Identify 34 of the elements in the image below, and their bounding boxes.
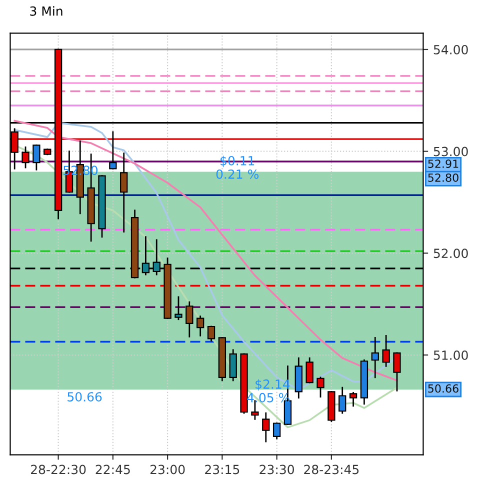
annotation: 0.21 % — [216, 169, 259, 179]
chart-title: 3 Min — [30, 6, 62, 16]
candlestick — [338, 386, 346, 414]
candlestick — [393, 352, 401, 392]
text: 52.91 — [428, 160, 458, 168]
y-tick-label: 53.00 — [434, 146, 468, 156]
candlestick — [109, 131, 117, 170]
candlestick — [306, 357, 314, 384]
x-tick-label: 28-23:45 — [304, 464, 359, 474]
x-tick-label: 28-22:30 — [30, 464, 86, 474]
annotation: 50.66 — [68, 392, 102, 402]
y-tick-label: 54.00 — [434, 44, 468, 54]
x-tick-label: 22:45 — [96, 464, 130, 474]
x-tick-label: 23:15 — [205, 464, 240, 474]
candlestick — [186, 301, 194, 338]
candlestick — [174, 296, 182, 320]
text: 50.66 — [428, 384, 458, 393]
candlestick — [316, 376, 324, 398]
candlestick — [262, 412, 270, 442]
y-tick-label: 51.00 — [434, 350, 468, 360]
x-tick-label: 23:00 — [150, 464, 185, 474]
candlestick — [272, 422, 281, 440]
y-tick-label: 52.00 — [434, 248, 468, 258]
candlestick — [382, 334, 390, 367]
candlestick — [229, 349, 237, 382]
text: 52.80 — [428, 173, 458, 182]
x-tick-label: 23:30 — [260, 464, 294, 474]
candlestick — [22, 146, 30, 168]
candlestick — [32, 144, 40, 170]
candlestick — [196, 316, 204, 336]
candlestick — [349, 392, 358, 407]
candlestick — [207, 326, 216, 342]
candlestick — [120, 152, 128, 232]
candlestick — [371, 337, 379, 378]
